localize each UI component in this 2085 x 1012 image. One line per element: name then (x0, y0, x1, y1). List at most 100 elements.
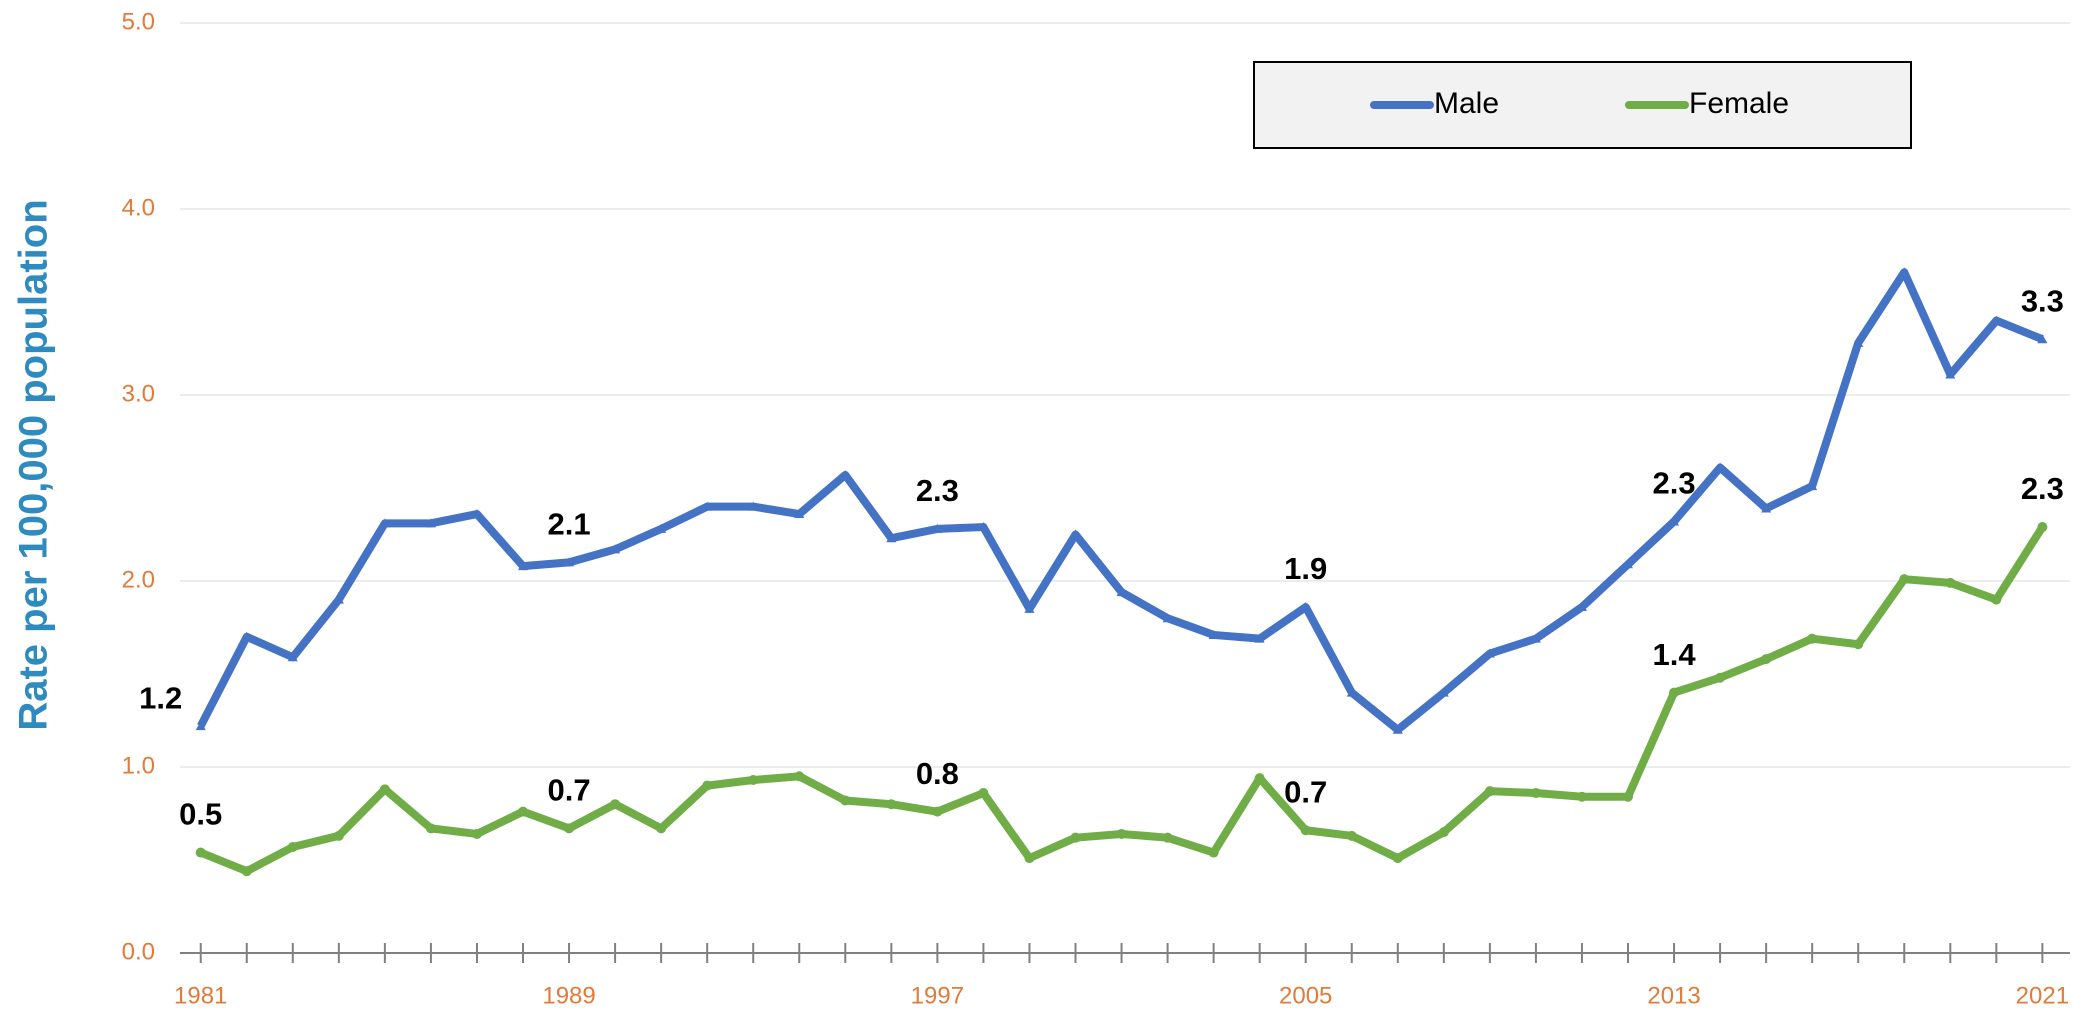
x-tick-label: 2013 (1647, 982, 1700, 1009)
point-marker (610, 799, 621, 810)
point-marker (1530, 633, 1541, 643)
point-marker (241, 631, 252, 641)
point-marker (1484, 648, 1495, 658)
point-marker (564, 823, 575, 834)
x-tick-label: 1997 (911, 982, 964, 1009)
data-label: 1.4 (1652, 637, 1696, 672)
point-marker (471, 828, 482, 839)
y-tick-label: 2.0 (122, 566, 155, 593)
point-marker (1945, 577, 1956, 588)
point-marker (195, 847, 206, 858)
point-marker (1623, 559, 1634, 569)
point-marker (748, 775, 759, 786)
point-marker (1991, 315, 2002, 325)
point-marker (794, 509, 805, 519)
point-marker (2037, 334, 2048, 344)
point-marker (1438, 827, 1449, 838)
point-marker (2037, 522, 2048, 533)
y-tick-label: 1.0 (122, 752, 155, 779)
point-marker (1761, 654, 1772, 665)
point-marker (702, 780, 713, 791)
data-label: 2.3 (2021, 471, 2064, 506)
point-marker (287, 841, 298, 852)
legend-box (1253, 61, 1912, 149)
point-marker (425, 518, 436, 528)
point-marker (1070, 832, 1081, 843)
point-marker (978, 522, 989, 532)
point-marker (1853, 639, 1864, 650)
point-marker (1530, 788, 1541, 799)
point-marker (1024, 853, 1035, 864)
point-marker (518, 806, 529, 817)
point-marker (932, 523, 943, 533)
point-marker (1208, 629, 1219, 639)
point-marker (1024, 603, 1035, 613)
point-marker (379, 518, 390, 528)
point-marker (333, 830, 344, 841)
point-marker (840, 795, 851, 806)
point-marker (287, 652, 298, 662)
point-marker (840, 469, 851, 479)
point-marker (886, 799, 897, 810)
point-marker (794, 771, 805, 782)
point-marker (1715, 672, 1726, 683)
point-marker (195, 721, 206, 731)
point-marker (1715, 462, 1726, 472)
point-marker (748, 501, 759, 511)
point-marker (1392, 724, 1403, 734)
data-label: 1.2 (139, 680, 182, 715)
point-marker (1346, 687, 1357, 697)
y-tick-label: 0.0 (122, 938, 155, 965)
point-marker (241, 866, 252, 877)
point-marker (1899, 267, 1910, 277)
point-marker (425, 823, 436, 834)
point-marker (1300, 602, 1311, 612)
point-marker (1300, 825, 1311, 836)
data-label: 1.9 (1284, 551, 1327, 586)
data-label: 2.3 (1652, 466, 1695, 501)
y-axis-title: Rate per 100,000 population (12, 199, 56, 730)
point-marker (656, 823, 667, 834)
point-marker (333, 594, 344, 604)
point-marker (1116, 587, 1127, 597)
point-marker (1254, 633, 1265, 643)
legend-label: Male (1434, 87, 1499, 120)
y-tick-label: 5.0 (122, 8, 155, 35)
point-marker (702, 501, 713, 511)
point-marker (1853, 337, 1864, 347)
point-marker (1392, 853, 1403, 864)
point-marker (1162, 613, 1173, 623)
point-marker (978, 788, 989, 799)
point-marker (1899, 574, 1910, 585)
data-label: 0.7 (1284, 774, 1327, 809)
line-series (199, 524, 2046, 876)
point-marker (1162, 832, 1173, 843)
x-tick-label: 2021 (2016, 982, 2069, 1009)
x-tick-label: 2005 (1279, 982, 1332, 1009)
data-label: 2.1 (547, 507, 590, 542)
data-label: 2.3 (916, 473, 959, 508)
point-marker (1576, 791, 1587, 802)
point-marker (1576, 602, 1587, 612)
point-marker (471, 509, 482, 519)
legend: Male Female (1253, 61, 1912, 149)
x-tick-label: 1989 (542, 982, 595, 1009)
y-tick-label: 3.0 (122, 380, 155, 407)
point-marker (1945, 369, 1956, 379)
point-marker (1484, 786, 1495, 797)
data-label: 0.8 (916, 756, 959, 791)
point-marker (932, 806, 943, 817)
point-marker (1438, 687, 1449, 697)
point-marker (1669, 687, 1680, 698)
point-marker (1669, 516, 1680, 526)
point-marker (610, 544, 621, 554)
point-marker (1807, 481, 1818, 491)
point-marker (1761, 503, 1772, 513)
data-label: 0.5 (179, 797, 222, 832)
point-marker (1991, 594, 2002, 605)
data-label: 3.3 (2021, 283, 2064, 318)
point-marker (1807, 633, 1818, 644)
point-marker (1623, 791, 1634, 802)
